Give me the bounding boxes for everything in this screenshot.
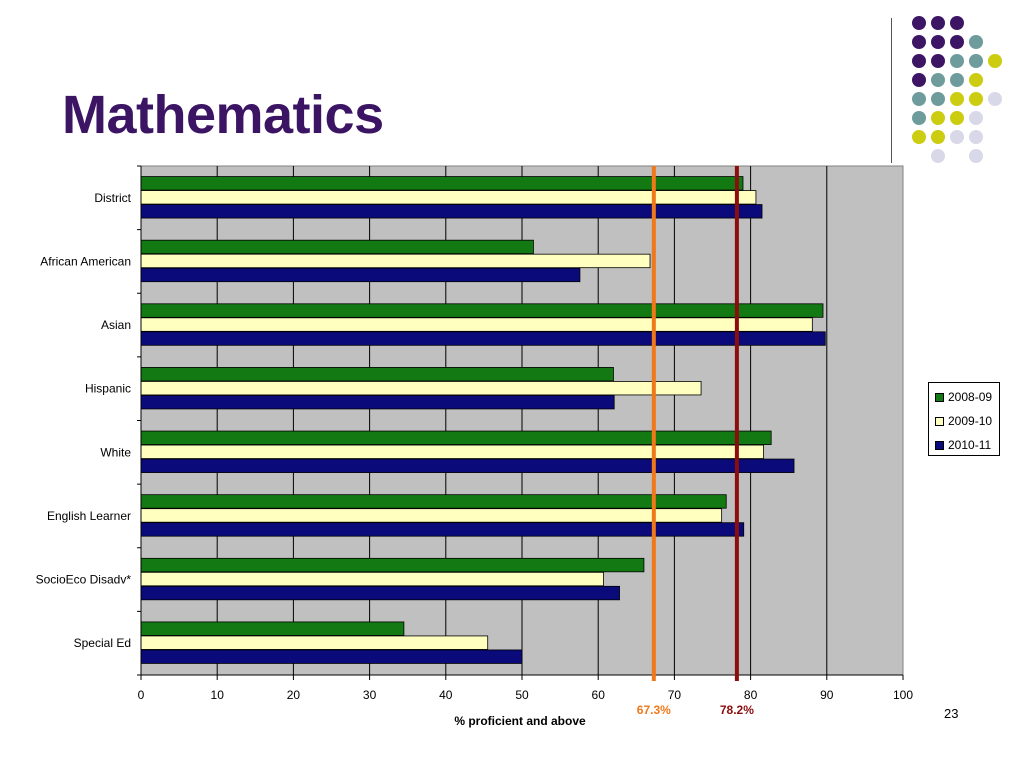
- bar: [140, 381, 702, 396]
- category-label: Special Ed: [74, 636, 131, 650]
- x-tick-label: 20: [287, 688, 301, 702]
- x-tick-label: 30: [363, 688, 377, 702]
- legend-swatch: [935, 392, 944, 402]
- x-tick-label: 50: [515, 688, 529, 702]
- category-label: African American: [40, 254, 131, 268]
- decorative-divider-line: [891, 18, 892, 163]
- category-label: District: [94, 191, 131, 205]
- bar: [140, 458, 795, 473]
- bar: [140, 395, 615, 410]
- legend-item: 2009-10: [935, 413, 992, 429]
- chart-legend: 2008-09 2009-10 2010-11: [928, 382, 1000, 456]
- bar: [140, 557, 645, 573]
- x-tick-label: 60: [592, 688, 606, 702]
- bar: [140, 204, 763, 219]
- slide-title: Mathematics: [62, 85, 384, 145]
- x-tick-label: 10: [211, 688, 225, 702]
- bar: [140, 303, 824, 318]
- legend-label: 2009-10: [948, 414, 993, 428]
- legend-label: 2008-09: [948, 390, 993, 404]
- x-tick-label: 90: [820, 688, 834, 702]
- reference-line-label: 78.2%: [720, 703, 754, 717]
- bar: [140, 444, 764, 459]
- bar: [140, 430, 772, 445]
- bar: [140, 239, 534, 255]
- x-tick-label: 0: [138, 688, 145, 702]
- x-tick-label: 100: [893, 688, 913, 702]
- x-tick-label: 80: [744, 688, 758, 702]
- bar: [140, 317, 813, 332]
- bar: [140, 267, 581, 283]
- bar: [140, 585, 620, 601]
- category-label: Hispanic: [85, 382, 131, 396]
- bar: [140, 571, 604, 587]
- reference-line-label: 67.3%: [637, 703, 671, 717]
- x-axis-label: % proficient and above: [454, 714, 586, 728]
- bar: [140, 494, 727, 509]
- category-label: English Learner: [47, 509, 131, 523]
- bar: [140, 367, 614, 382]
- x-tick-label: 70: [668, 688, 682, 702]
- category-label: Asian: [101, 318, 131, 332]
- category-label: SocioEco Disadv*: [36, 573, 132, 587]
- legend-label: 2010-11: [948, 438, 992, 452]
- bar: [140, 331, 826, 346]
- bar: [140, 190, 757, 205]
- legend-swatch: [935, 416, 944, 426]
- category-label: White: [100, 445, 131, 459]
- bar: [140, 649, 523, 664]
- bar: [140, 621, 405, 636]
- page-number: 23: [944, 706, 959, 721]
- legend-item: 2010-11: [935, 437, 991, 453]
- x-tick-label: 40: [439, 688, 453, 702]
- bar: [140, 508, 723, 523]
- bar: [140, 635, 489, 650]
- legend-swatch: [935, 440, 944, 450]
- bar: [140, 253, 651, 269]
- legend-item: 2008-09: [935, 389, 992, 405]
